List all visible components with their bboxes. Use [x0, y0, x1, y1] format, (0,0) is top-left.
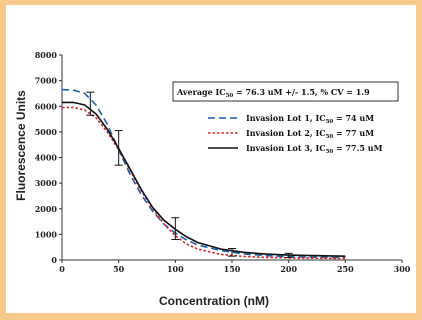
y-axis-label: Fluorescence Units — [14, 90, 28, 201]
y-tick-label: 0 — [51, 255, 57, 265]
legend-label-suffix: = 77 uM — [333, 128, 374, 138]
legend-label-prefix: Invasion Lot 1, IC — [246, 113, 326, 123]
legend-label-2: Invasion Lot 2, IC50 = 77 uM — [246, 128, 374, 140]
y-tick-label: 4000 — [35, 153, 58, 163]
x-tick-label: 200 — [280, 264, 297, 274]
x-tick-label: 250 — [337, 264, 354, 274]
y-tick-label: 6000 — [35, 101, 58, 111]
legend-label-prefix: Invasion Lot 3, IC — [246, 143, 326, 153]
y-tick-label: 1000 — [35, 229, 58, 239]
y-tick-label: 2000 — [35, 204, 58, 214]
series-line-3 — [62, 101, 346, 257]
y-tick-label: 3000 — [35, 178, 58, 188]
legend-label-subscript: 50 — [326, 119, 334, 125]
legend-label-suffix: = 74 uM — [333, 113, 374, 123]
annotation-text: Average IC50 = 76.3 uM +/- 1.5, % CV = 1… — [176, 87, 370, 99]
series-line-2 — [62, 106, 346, 260]
x-tick-label: 300 — [394, 264, 411, 274]
legend-label-suffix: = 77.5 uM — [333, 143, 382, 153]
dose-response-chart: 0 1000 2000 3000 4000 5000 6000 7000 8000 0 50 100 1… — [14, 50, 411, 308]
y-tick-label: 7000 — [35, 76, 58, 86]
legend-label-subscript: 50 — [326, 134, 334, 140]
y-tick-label: 5000 — [35, 127, 58, 137]
x-tick-label: 100 — [167, 264, 184, 274]
x-tick-label: 50 — [113, 264, 125, 274]
legend-label-1: Invasion Lot 1, IC50 = 74 uM — [246, 113, 374, 125]
y-tick-label: 8000 — [35, 50, 58, 60]
x-axis-label: Concentration (nM) — [159, 294, 269, 308]
legend-label-prefix: Invasion Lot 2, IC — [246, 128, 326, 138]
annotation-subscript: 50 — [226, 93, 234, 99]
annotation-box — [172, 81, 399, 102]
legend-label-3: Invasion Lot 3, IC50 = 77.5 uM — [246, 143, 383, 155]
chart-frame: 0 1000 2000 3000 4000 5000 6000 7000 8000 0 50 100 1… — [6, 5, 416, 313]
annotation-prefix: Average IC — [176, 87, 226, 97]
x-tick-label: 0 — [59, 264, 65, 274]
x-tick-label: 150 — [224, 264, 241, 274]
annotation-suffix: = 76.3 uM +/- 1.5, % CV = 1.9 — [233, 87, 370, 97]
legend-label-subscript: 50 — [326, 149, 334, 155]
